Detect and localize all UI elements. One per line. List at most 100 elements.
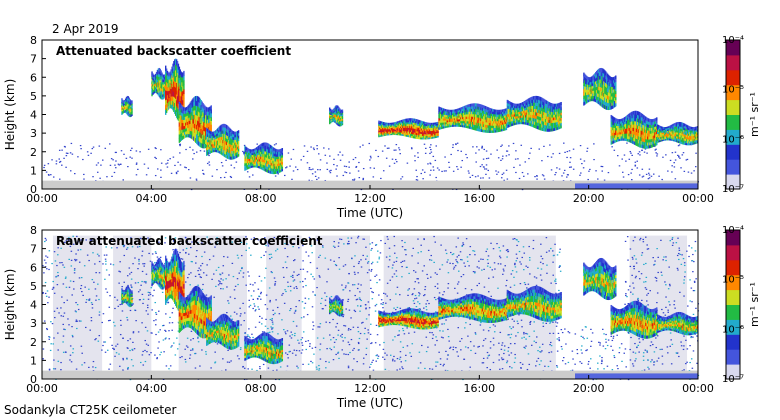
- cloud-cell: [210, 150, 212, 153]
- cloud-cell: [227, 155, 230, 160]
- cloud-cell: [424, 123, 427, 126]
- cloud-cell: [616, 134, 619, 138]
- cloud-cell: [181, 132, 183, 137]
- cloud-cell: [618, 127, 621, 131]
- cloud-cell: [277, 156, 280, 160]
- cloud-cell: [425, 130, 427, 133]
- cloud-cell: [194, 132, 196, 138]
- cloud-cell: [182, 122, 184, 127]
- cloud-cell: [168, 83, 171, 88]
- cloud-cell: [508, 103, 510, 107]
- cloud-cell: [525, 121, 528, 125]
- cloud-cell: [474, 124, 477, 128]
- cloud-cell: [517, 107, 519, 111]
- cloud-cell: [278, 158, 281, 162]
- cloud-cell: [178, 77, 181, 84]
- cloud-cell: [154, 81, 157, 84]
- cloud-cell: [192, 135, 194, 141]
- cloud-cell: [258, 158, 261, 162]
- cloud-cell: [550, 105, 552, 110]
- cloud-cell: [428, 132, 430, 135]
- cloud-cell: [431, 124, 434, 127]
- cloud-cell: [184, 122, 186, 126]
- cloud-cell: [382, 123, 385, 126]
- cloud-cell: [421, 133, 423, 136]
- cloud-cell: [272, 149, 274, 153]
- cloud-cell: [179, 122, 181, 127]
- cloud-cell: [605, 94, 608, 99]
- cloud-cell: [213, 131, 215, 134]
- cloud-cell: [402, 120, 405, 124]
- noise-speck: [310, 168, 312, 171]
- cloud-cell: [469, 116, 471, 120]
- cloud-cell: [331, 112, 334, 114]
- noise-speck: [225, 171, 227, 174]
- cloud-cell: [261, 143, 263, 147]
- cloud-cell: [423, 126, 426, 130]
- cloud-cell: [503, 115, 506, 118]
- cloud-cell: [499, 120, 501, 124]
- noise-speck: [445, 170, 447, 172]
- cloud-cell: [122, 102, 124, 105]
- cloud-cell: [456, 108, 458, 111]
- cloud-cell: [447, 123, 449, 126]
- noise-speck: [120, 150, 123, 152]
- cloud-cell: [383, 123, 386, 126]
- cloud-cell: [205, 122, 207, 128]
- cloud-cell: [615, 81, 617, 86]
- cloud-cell: [427, 135, 429, 138]
- cloud-cell: [251, 151, 253, 154]
- cloud-cell: [441, 111, 443, 115]
- cloud-cell: [257, 146, 259, 149]
- cloud-cell: [341, 121, 344, 124]
- cloud-cell: [481, 107, 483, 111]
- cloud-cell: [622, 120, 624, 123]
- cloud-cell: [608, 82, 611, 87]
- cloud-cell: [474, 111, 477, 115]
- cloud-cell: [252, 161, 254, 164]
- cloud-cell: [219, 145, 222, 149]
- cloud-cell: [390, 126, 392, 128]
- cloud-cell: [199, 98, 202, 104]
- cloud-cell: [594, 81, 596, 85]
- cloud-cell: [506, 108, 509, 112]
- cloud-cell: [222, 130, 224, 134]
- noise-speck: [460, 166, 462, 168]
- cloud-cell: [469, 106, 471, 110]
- cloud-cell: [489, 127, 491, 131]
- cloud-cell: [182, 135, 184, 140]
- noise-speck: [273, 144, 276, 146]
- cloud-cell: [437, 127, 439, 130]
- cloud-cell: [181, 112, 183, 117]
- cloud-cell: [173, 66, 175, 72]
- cloud-cell: [382, 126, 385, 128]
- noise-speck: [543, 178, 546, 180]
- cloud-cell: [380, 124, 383, 127]
- cloud-cell: [531, 120, 533, 124]
- noise-speck: [203, 173, 205, 175]
- cloud-cell: [460, 107, 462, 110]
- cloud-cell: [554, 122, 556, 126]
- cloud-cell: [206, 147, 208, 151]
- cloud-cell: [393, 125, 396, 128]
- cloud-cell: [532, 117, 534, 122]
- cloud-cell: [585, 77, 587, 81]
- cloud-cell: [606, 95, 609, 100]
- cloud-cell: [544, 99, 547, 104]
- cloud-cell: [510, 116, 512, 120]
- cloud-cell: [454, 119, 457, 122]
- cloud-cell: [435, 128, 437, 131]
- noise-speck: [355, 165, 358, 168]
- cloud-cell: [245, 148, 247, 152]
- cloud-cell: [211, 139, 213, 143]
- cloud-cell: [541, 117, 543, 121]
- noise-speck: [166, 166, 169, 168]
- cloud-cell: [208, 107, 211, 112]
- cloud-cell: [426, 125, 428, 128]
- cloud-cell: [190, 123, 192, 128]
- cloud-cell: [195, 114, 197, 120]
- cloud-cell: [258, 163, 261, 167]
- cloud-cell: [440, 111, 442, 115]
- noise-speck: [695, 152, 697, 154]
- cloud-cell: [399, 123, 401, 126]
